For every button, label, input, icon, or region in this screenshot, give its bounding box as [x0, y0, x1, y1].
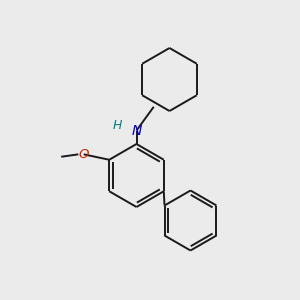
Text: O: O	[79, 148, 89, 161]
Text: H: H	[112, 118, 122, 132]
Text: N: N	[131, 124, 142, 137]
